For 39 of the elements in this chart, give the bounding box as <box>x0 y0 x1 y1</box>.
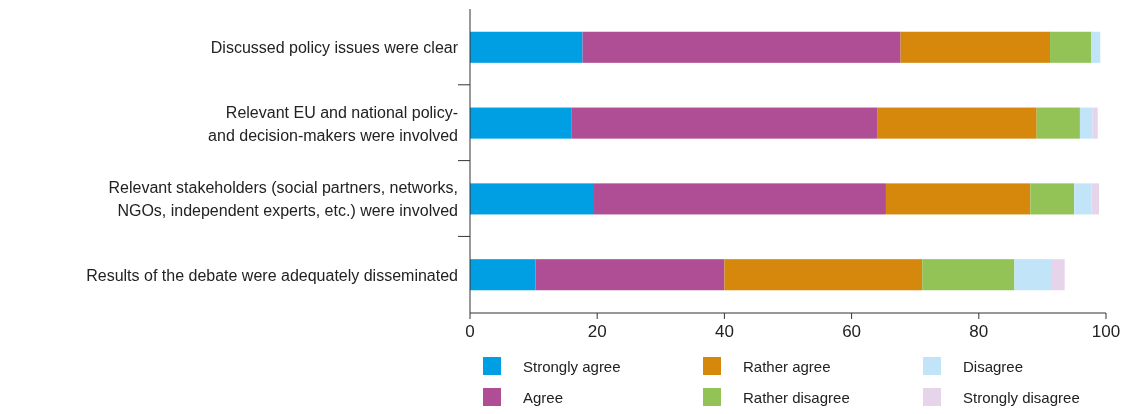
bar <box>594 183 886 215</box>
bar <box>877 107 1037 139</box>
x-tick-label: 100 <box>1091 322 1121 341</box>
bar <box>1091 31 1101 63</box>
x-tick-label: 40 <box>714 322 734 341</box>
legend-label: Disagree <box>963 357 1024 375</box>
bar <box>470 107 572 139</box>
bar <box>535 259 725 291</box>
bar <box>470 259 536 291</box>
legend-label: Rather agree <box>743 357 831 375</box>
bar <box>900 31 1051 63</box>
y-tick-label: Relevant stakeholders (social partners, networks, NGOs, independent experts, etc.) were involved <box>108 178 458 219</box>
x-tick-label: 80 <box>969 322 989 341</box>
legend-label: Strongly disagree <box>963 388 1080 406</box>
legend-label: Strongly agree <box>523 357 621 375</box>
bar <box>582 31 901 63</box>
bar <box>1030 183 1075 215</box>
bar <box>1091 183 1099 215</box>
x-tick-label: 0 <box>465 322 475 341</box>
bar <box>1051 259 1065 291</box>
bar <box>922 259 1015 291</box>
legend-label: Rather disagree <box>743 388 850 406</box>
legend-label: Agree <box>523 388 564 406</box>
x-tick-label: 20 <box>587 322 607 341</box>
y-tick-label: Results of the debate were adequately disseminated <box>86 266 458 284</box>
bar <box>885 183 1031 215</box>
bar <box>724 259 923 291</box>
bar <box>470 31 583 63</box>
bar <box>1036 107 1080 139</box>
bar <box>1079 107 1093 139</box>
bar <box>1092 107 1098 139</box>
x-tick-label: 60 <box>842 322 862 341</box>
bar <box>571 107 878 139</box>
y-tick-label: Relevant EU and national policy- and decision-makers were involved <box>208 103 458 144</box>
bar <box>1014 259 1052 291</box>
bar <box>1050 31 1092 63</box>
y-tick-label: Discussed policy issues were clear <box>210 38 459 56</box>
bar <box>470 183 595 215</box>
bar <box>1074 183 1092 215</box>
